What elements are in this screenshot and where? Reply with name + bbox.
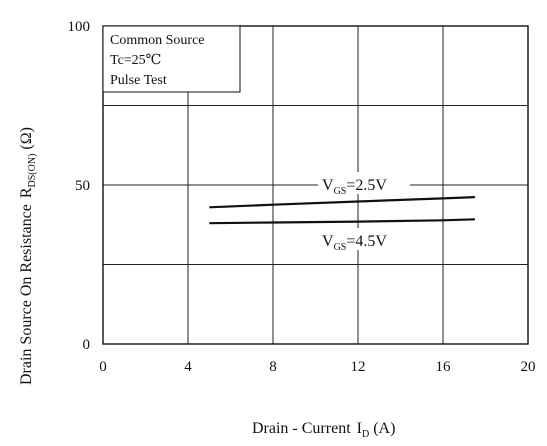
y-tick-label: 100 — [68, 19, 91, 35]
condition-line-2: Tc=25℃ — [110, 53, 161, 68]
series-lines — [209, 196, 475, 225]
conditions-box — [102, 25, 241, 93]
series-label-bg-2 — [318, 228, 410, 250]
condition-line-1: Common Source — [110, 33, 205, 48]
x-axis-title: Drain - Current ID (A) — [252, 420, 395, 440]
y-tick-labels: 0 50 100 — [68, 19, 91, 353]
series-label-vgs-4-5: VGS=4.5V — [322, 233, 387, 253]
x-tick-label: 20 — [521, 359, 536, 375]
plot-frame — [102, 25, 529, 345]
y-axis-title: Drain Source On ResistanceRDS(ON)(Ω) — [18, 127, 38, 385]
y-tick-label: 50 — [75, 178, 90, 194]
x-tick-label: 16 — [436, 359, 452, 375]
series-line-2 — [209, 218, 475, 225]
y-tick-label: 0 — [83, 337, 91, 353]
x-tick-label: 0 — [99, 359, 107, 375]
series-label-vgs-2-5: VGS=2.5V — [322, 177, 387, 197]
series-label-bg-1 — [318, 172, 410, 194]
condition-line-3: Pulse Test — [110, 73, 167, 88]
x-tick-label: 4 — [184, 359, 192, 375]
x-tick-label: 12 — [351, 359, 366, 375]
grid — [103, 26, 528, 344]
series-line-1 — [209, 196, 475, 209]
x-tick-label: 8 — [269, 359, 277, 375]
x-tick-labels: 0 4 8 12 16 20 — [99, 359, 535, 375]
